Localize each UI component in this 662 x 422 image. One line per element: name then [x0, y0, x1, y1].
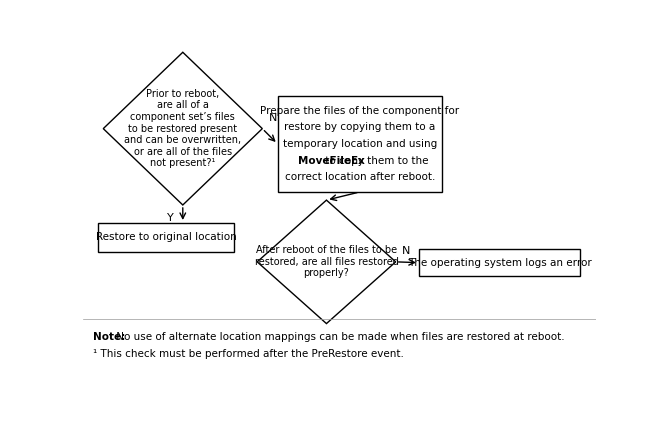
- Text: correct location after reboot.: correct location after reboot.: [285, 172, 435, 182]
- Bar: [98, 223, 234, 252]
- Text: The operating system logs an error: The operating system logs an error: [408, 258, 591, 268]
- Text: Note:: Note:: [93, 332, 125, 341]
- Polygon shape: [257, 200, 396, 324]
- Text: restore by copying them to a: restore by copying them to a: [284, 122, 436, 133]
- Text: ¹ This check must be performed after the PreRestore event.: ¹ This check must be performed after the…: [93, 349, 404, 360]
- Text: N: N: [402, 246, 410, 256]
- Text: Y: Y: [167, 213, 173, 223]
- Text: Prepare the files of the component for: Prepare the files of the component for: [260, 106, 459, 116]
- Text: to copy them to the: to copy them to the: [322, 156, 428, 165]
- Text: temporary location and using: temporary location and using: [283, 139, 437, 149]
- Text: MoveFileEx: MoveFileEx: [298, 156, 365, 165]
- Polygon shape: [103, 52, 262, 205]
- Text: Prior to reboot,
are all of a
component set’s files
to be restored present
and c: Prior to reboot, are all of a component …: [124, 89, 242, 168]
- Text: Restore to original location: Restore to original location: [96, 233, 236, 243]
- Text: N: N: [269, 113, 277, 123]
- Bar: [419, 249, 581, 276]
- Text: No use of alternate location mappings can be made when files are restored at reb: No use of alternate location mappings ca…: [113, 332, 564, 341]
- Text: After reboot of the files to be
restored, are all files restored
properly?: After reboot of the files to be restored…: [254, 245, 399, 279]
- Bar: [278, 96, 442, 192]
